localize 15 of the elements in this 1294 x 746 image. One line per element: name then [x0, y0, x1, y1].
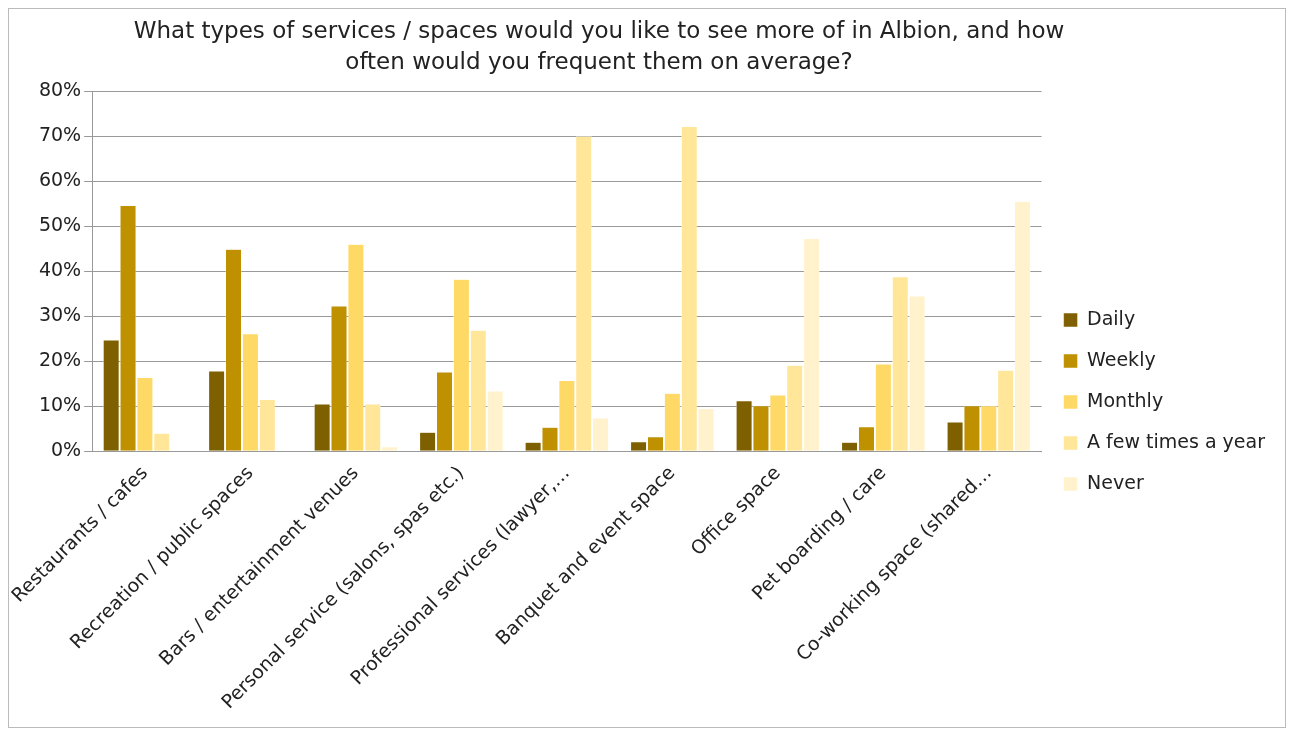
y-tick-label: 30% — [38, 303, 82, 326]
chart-title: What types of services / spaces would you like to see more of in Albion, and how often would you frequent them on average? — [132, 16, 1066, 76]
legend-label: Monthly — [1087, 388, 1164, 411]
legend-label: A few times a year — [1087, 429, 1266, 452]
legend-label: Never — [1087, 470, 1144, 493]
y-tick-label: 50% — [38, 213, 82, 236]
legend-label: Weekly — [1087, 347, 1156, 370]
y-tick-label: 80% — [38, 78, 82, 101]
y-tick-label: 40% — [38, 258, 82, 281]
legend-label: Daily — [1087, 306, 1136, 329]
y-tick-label: 10% — [38, 393, 82, 416]
y-tick-label: 60% — [38, 168, 82, 191]
y-tick-label: 70% — [38, 123, 82, 146]
y-tick-label: 0% — [51, 438, 82, 461]
y-tick-label: 20% — [38, 348, 82, 371]
